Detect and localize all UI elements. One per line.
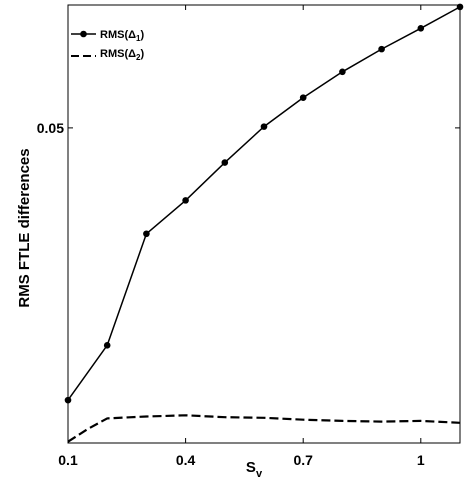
data-point [417, 25, 425, 32]
y-axis-title: RMS FTLE differences [16, 148, 33, 307]
data-point [103, 342, 111, 349]
data-point [143, 230, 150, 238]
series-group [64, 3, 464, 443]
x-axis-title: Sv [246, 459, 263, 480]
data-point [64, 396, 72, 404]
x-tick-label: 0.1 [58, 452, 78, 468]
tick-group: 0.1 0.4 0.7 1 0.05 [37, 5, 460, 468]
data-point [339, 68, 346, 76]
legend: RMS(Δ1) RMS(Δ2) [71, 29, 144, 62]
x-tick-label: 0.7 [293, 452, 313, 468]
plot-area [67, 4, 461, 444]
data-point [378, 45, 385, 53]
series-line-2 [67, 414, 461, 443]
data-point [260, 123, 268, 130]
data-point [221, 159, 229, 166]
x-tick-label: 1 [417, 452, 425, 468]
data-point [456, 3, 464, 11]
data-point [182, 197, 189, 204]
x-tick-label: 0.4 [176, 452, 196, 468]
legend-marker-1 [80, 30, 87, 38]
data-point [299, 94, 307, 101]
legend-label-2: RMS(Δ2) [100, 48, 144, 62]
y-tick-label: 0.05 [37, 120, 64, 136]
legend-label-1: RMS(Δ1) [100, 29, 144, 43]
